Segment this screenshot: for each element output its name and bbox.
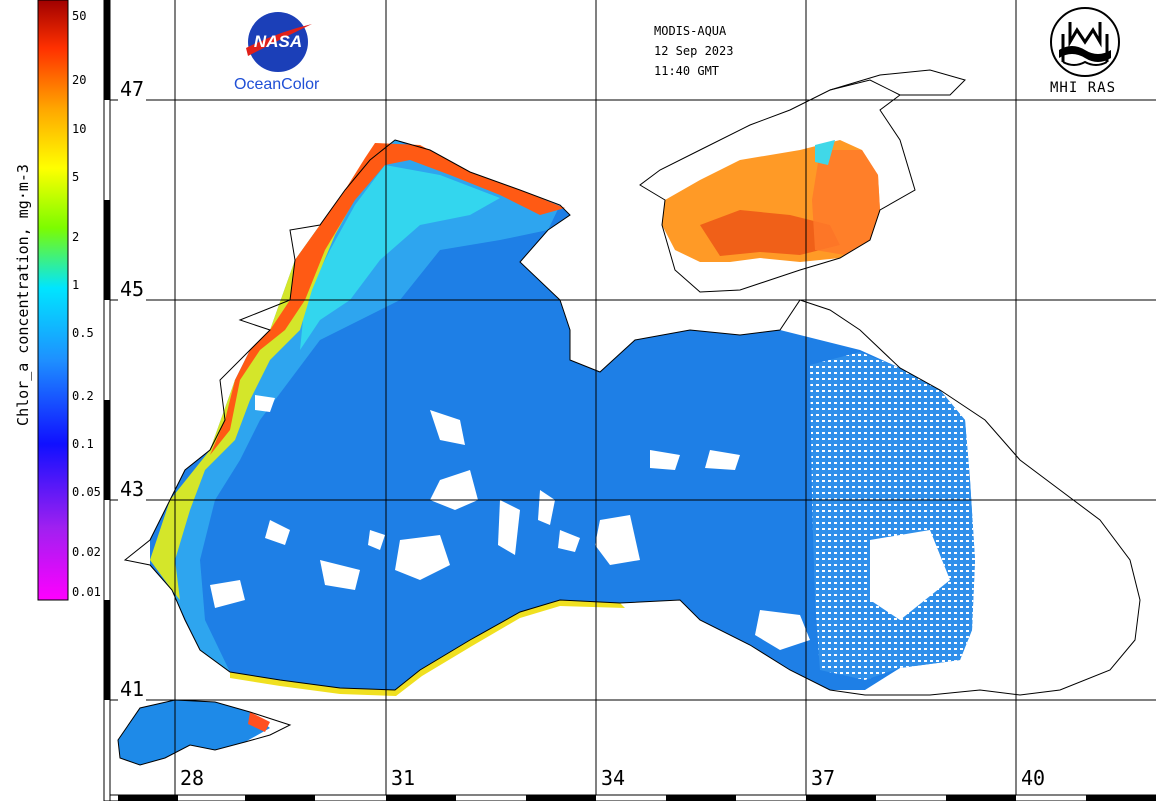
acquisition-time: 11:40 GMT <box>654 64 720 78</box>
sensor-name: MODIS-AQUA <box>654 24 727 38</box>
acquisition-date: 12 Sep 2023 <box>654 44 734 58</box>
colorbar-tick: 20 <box>72 73 87 87</box>
longitude-label: 31 <box>389 766 418 790</box>
mhi-logo <box>1050 7 1120 77</box>
eastern-swath-water <box>810 352 975 680</box>
latitude-label: 43 <box>118 477 147 501</box>
nasa-emblem-text: NASA <box>254 32 302 51</box>
marmara-coastal-red <box>248 712 270 732</box>
colorbar-tick: 0.5 <box>72 326 94 340</box>
nasa-caption: OceanColor <box>234 76 320 93</box>
colorbar-tick: 0.2 <box>72 389 94 403</box>
cloud-mask <box>210 395 950 650</box>
colorbar-tick: 0.1 <box>72 437 94 451</box>
azov-cyan-patch <box>815 140 835 165</box>
frame-ruler-bottom <box>109 794 1156 801</box>
colorbar-tick: 5 <box>72 170 80 184</box>
longitude-label: 28 <box>178 766 207 790</box>
graticule <box>108 0 1156 795</box>
longitude-label: 34 <box>599 766 628 790</box>
frame-ruler-left <box>103 0 111 801</box>
colorbar <box>37 0 69 601</box>
colorbar-tick: 10 <box>72 122 87 136</box>
nasa-logo: NASA <box>246 12 312 72</box>
colorbar-tick: 50 <box>72 9 87 23</box>
longitude-label: 40 <box>1019 766 1048 790</box>
latitude-label: 45 <box>118 277 147 301</box>
mhi-caption: MHI RAS <box>1050 80 1117 96</box>
colorbar-tick: 1 <box>72 278 80 292</box>
colorbar-title: Chlor_a concentration, mg·m-3 <box>14 164 32 426</box>
colorbar-tick: 0.05 <box>72 485 101 499</box>
colorbar-tick: 0.01 <box>72 585 101 599</box>
azov-hatched-east <box>812 150 880 255</box>
latitude-label: 47 <box>118 77 147 101</box>
marmara-sea <box>118 700 270 765</box>
shelf-cyan-zone <box>300 165 500 350</box>
colorbar-tick: 0.02 <box>72 545 101 559</box>
azov-red-core <box>700 210 840 256</box>
colorbar-tick: 2 <box>72 230 80 244</box>
longitude-label: 37 <box>809 766 838 790</box>
latitude-label: 41 <box>118 677 147 701</box>
